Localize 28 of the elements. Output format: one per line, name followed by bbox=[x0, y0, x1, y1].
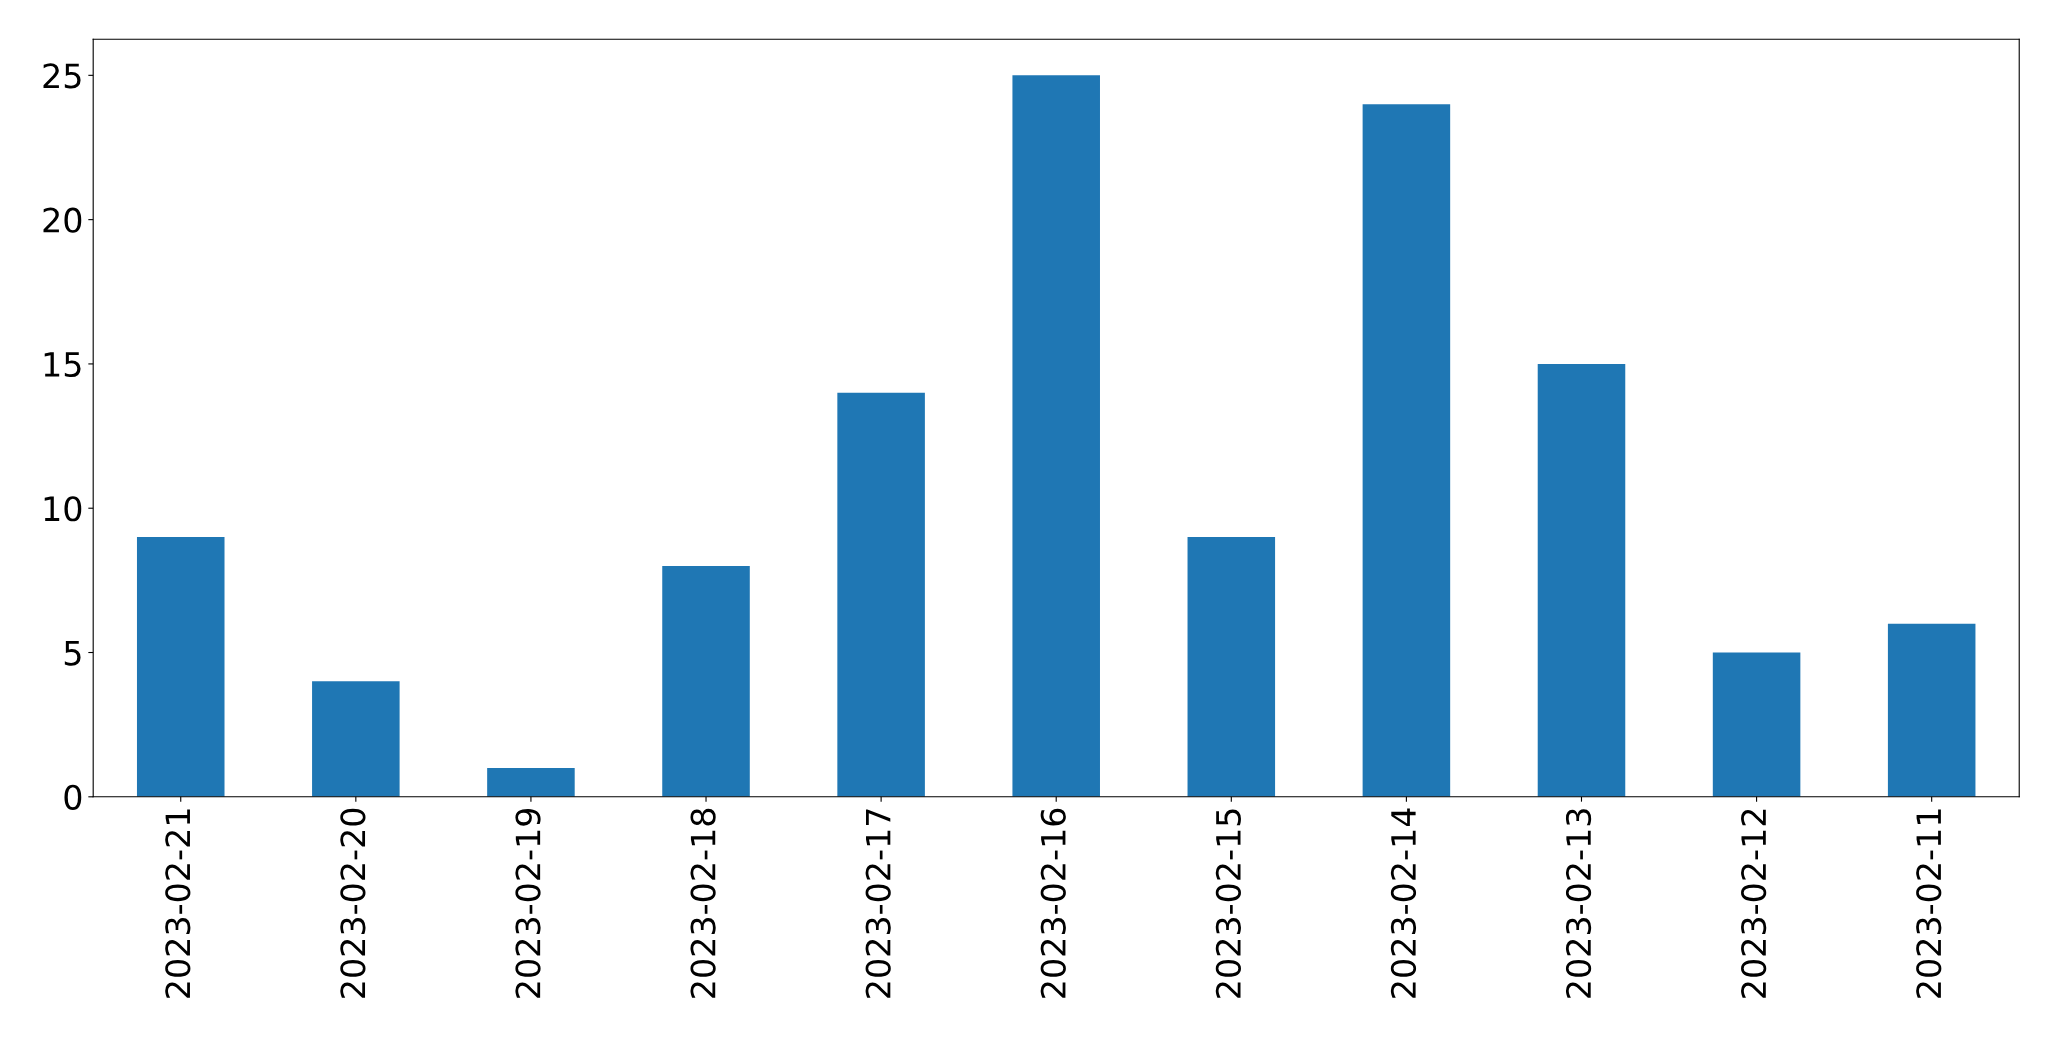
bar bbox=[662, 565, 750, 797]
x-tick-label: 2023-02-15 bbox=[1215, 809, 1241, 998]
x-tick-label: 2023-02-21 bbox=[165, 809, 191, 998]
y-tick-label: 15 bbox=[44, 352, 81, 378]
bar bbox=[487, 767, 575, 797]
x-tick-label: 2023-02-18 bbox=[690, 808, 716, 998]
bar bbox=[136, 537, 225, 797]
x-tick-label: 2023-02-20 bbox=[340, 808, 366, 998]
x-tick-label: 2023-02-16 bbox=[1040, 808, 1066, 998]
y-tick-label: 0 bbox=[64, 784, 82, 810]
bar bbox=[1887, 623, 1976, 797]
x-tick-label: 2023-02-17 bbox=[865, 809, 891, 998]
bar bbox=[1012, 75, 1100, 797]
x-tick-label: 2023-02-12 bbox=[1741, 809, 1767, 998]
bar bbox=[837, 392, 925, 797]
x-tick-label: 2023-02-13 bbox=[1565, 809, 1592, 998]
bar bbox=[312, 681, 400, 797]
y-tick-label: 25 bbox=[43, 63, 81, 89]
bar bbox=[1712, 652, 1801, 797]
bar bbox=[1537, 363, 1626, 797]
bar bbox=[1187, 537, 1276, 797]
y-tick-label: 10 bbox=[44, 496, 82, 522]
y-tick-label: 20 bbox=[43, 207, 82, 233]
bar bbox=[1362, 104, 1451, 797]
y-tick-label: 5 bbox=[64, 640, 81, 666]
x-tick-label: 2023-02-11 bbox=[1916, 809, 1942, 998]
x-tick-label: 2023-02-14 bbox=[1390, 808, 1417, 998]
x-tick-label: 2023-02-19 bbox=[515, 808, 541, 998]
